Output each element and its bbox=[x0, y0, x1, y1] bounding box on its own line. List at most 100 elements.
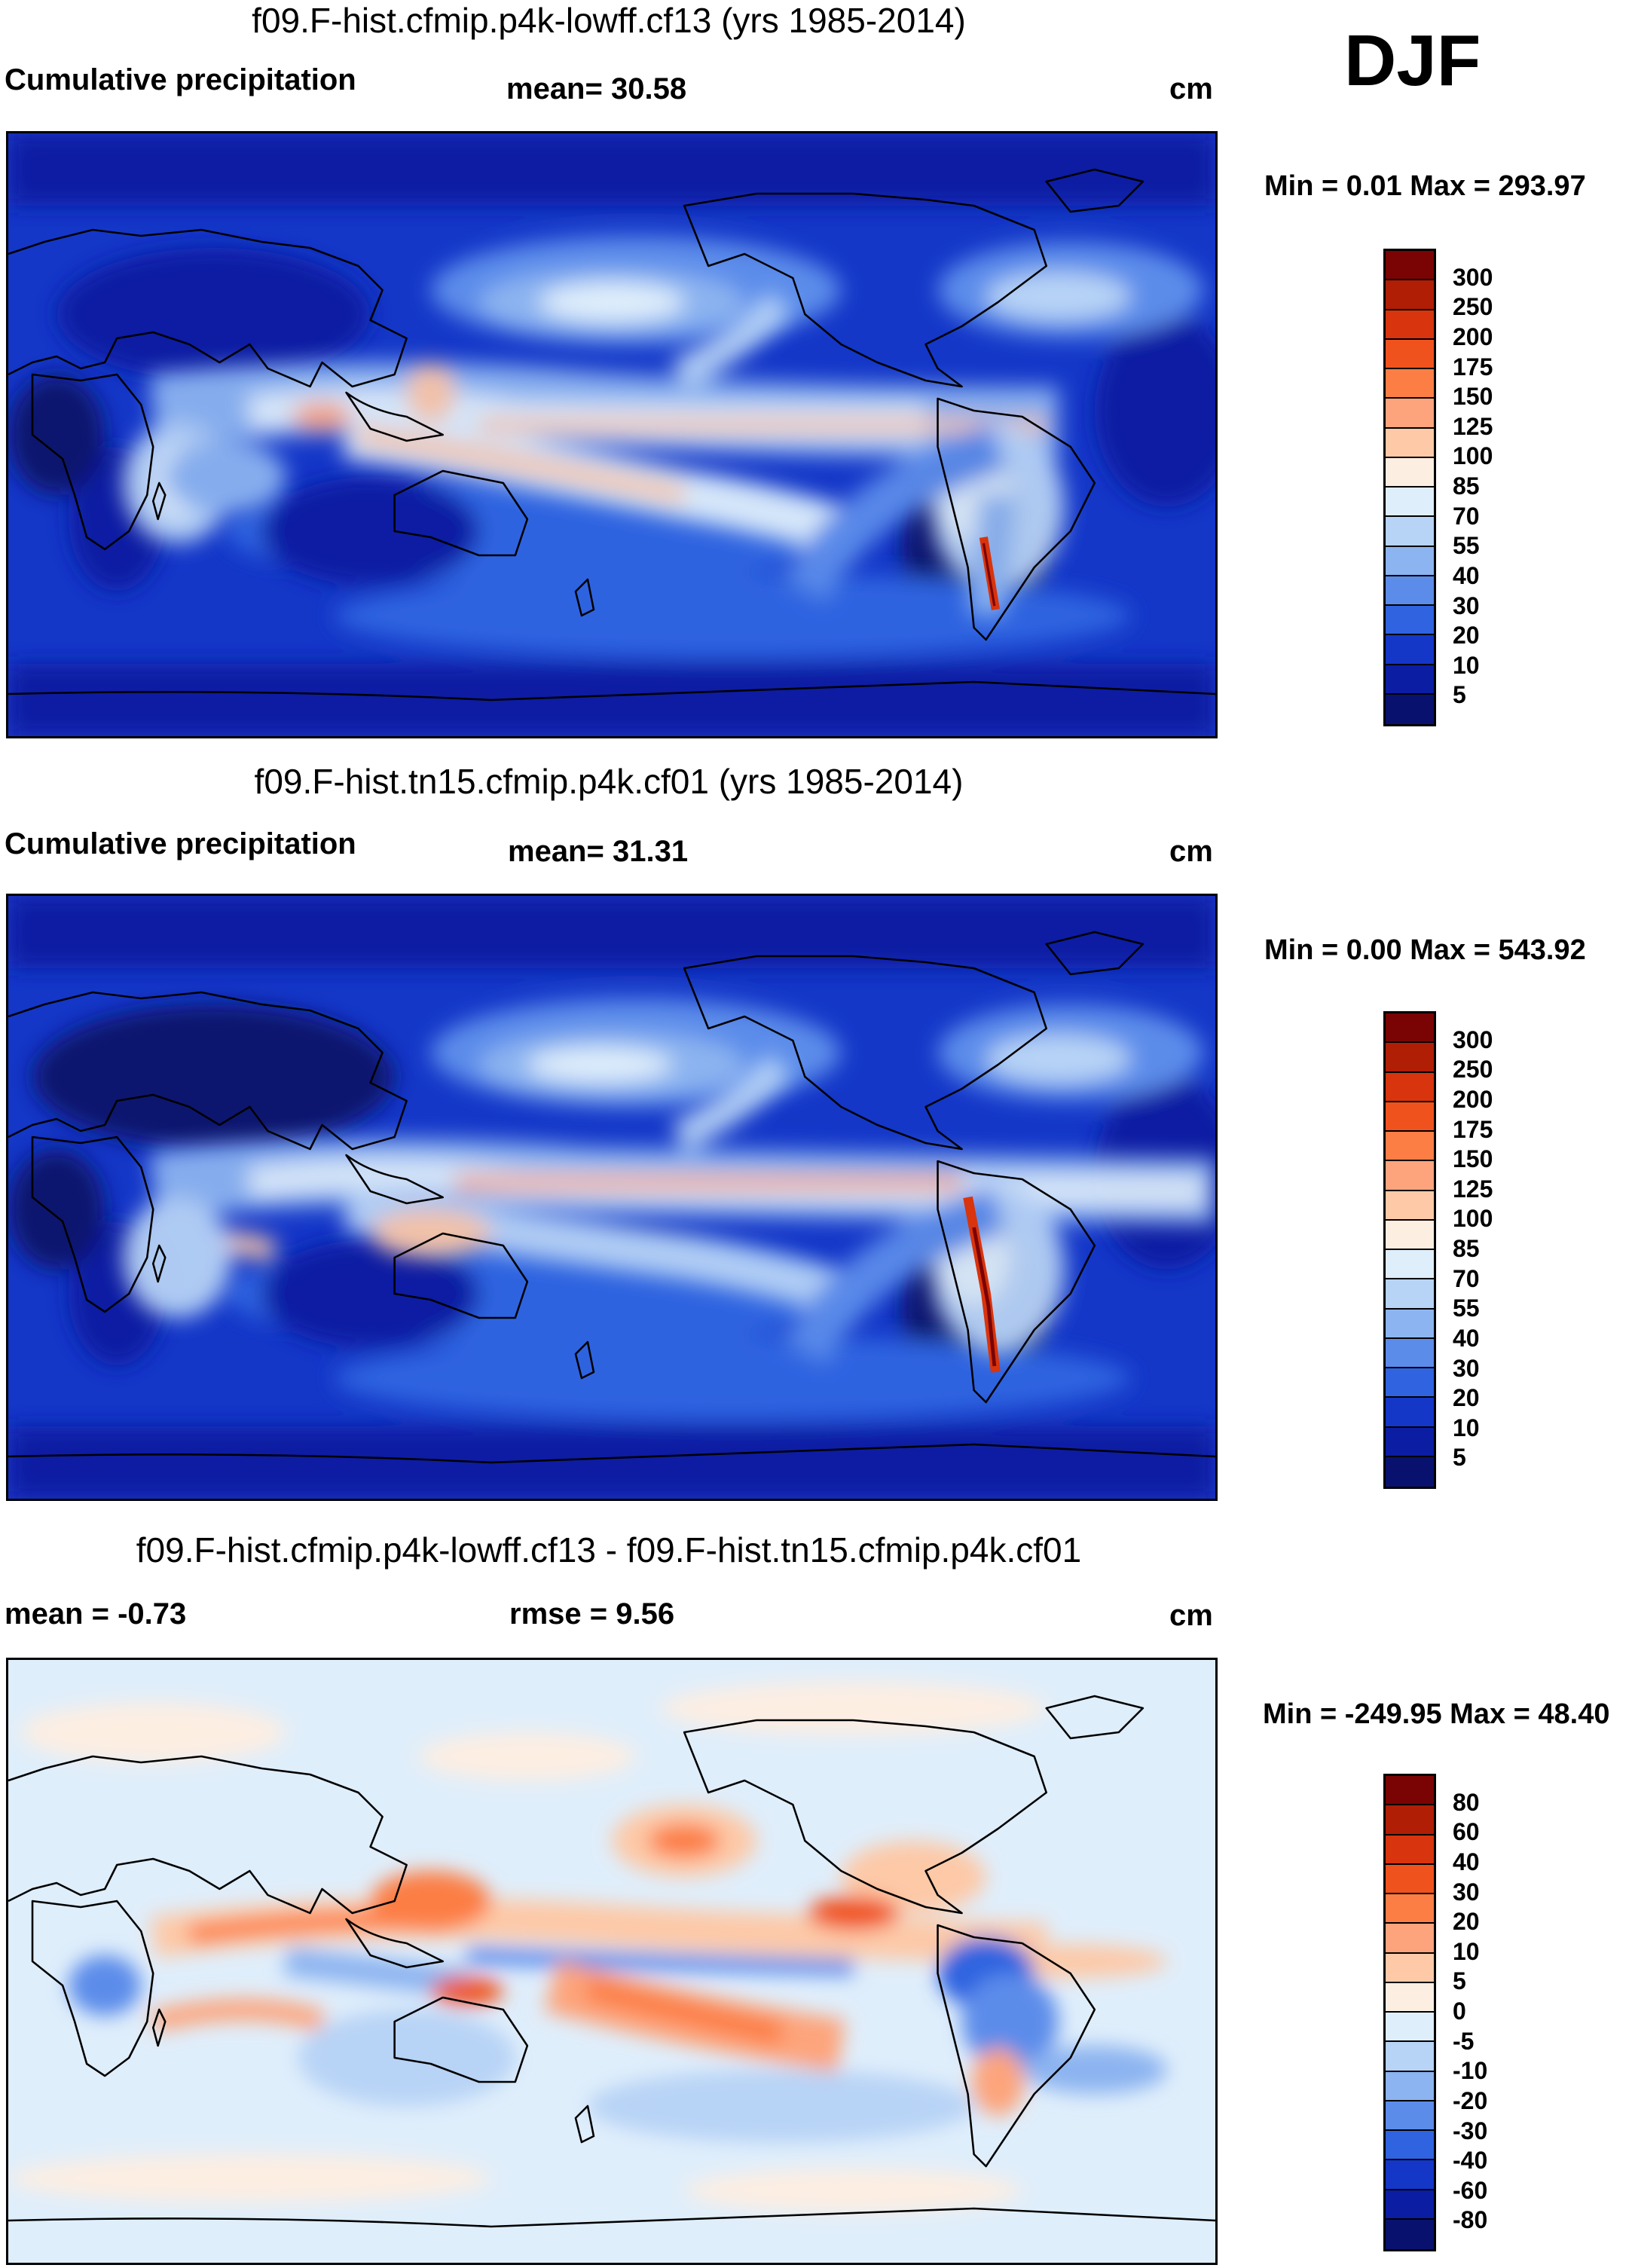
colorbar-tick-label: 30 bbox=[1453, 1878, 1480, 1906]
panel2-mean-label: mean= 31.31 bbox=[508, 835, 689, 868]
panel3-coastlines bbox=[8, 1695, 1215, 2228]
panel3-rmse-label: rmse = 9.56 bbox=[509, 1597, 675, 1631]
panel1-units-label: cm bbox=[1169, 72, 1213, 105]
panel1-map bbox=[6, 131, 1218, 738]
colorbar-swatch bbox=[1386, 339, 1434, 369]
colorbar-tick-label: 40 bbox=[1453, 1848, 1480, 1875]
colorbar-tick-label: 60 bbox=[1453, 1818, 1480, 1846]
colorbar-tick-label: 85 bbox=[1453, 472, 1480, 500]
colorbar-tick-label: 30 bbox=[1453, 1354, 1480, 1382]
panel3-mean-label: mean = -0.73 bbox=[5, 1597, 187, 1631]
panel1-coastlines bbox=[8, 168, 1215, 701]
panel1-mean-label: mean= 30.58 bbox=[506, 72, 687, 105]
colorbar-tick-label: 10 bbox=[1453, 1414, 1480, 1441]
colorbar-swatch bbox=[1386, 369, 1434, 399]
colorbar-tick-label: 125 bbox=[1453, 1175, 1493, 1203]
colorbar-swatch bbox=[1386, 2013, 1434, 2043]
colorbar-swatch bbox=[1386, 1953, 1434, 1983]
colorbar-tick-label: 175 bbox=[1453, 1115, 1493, 1143]
colorbar-swatch bbox=[1386, 2190, 1434, 2220]
panel2-title: f09.F-hist.tn15.cfmip.p4k.cf01 (yrs 1985… bbox=[254, 762, 964, 801]
colorbar-swatch bbox=[1386, 1398, 1434, 1428]
colorbar-swatch bbox=[1386, 1250, 1434, 1280]
colorbar-tick-label: -10 bbox=[1453, 2057, 1488, 2085]
colorbar-tick-label: 0 bbox=[1453, 1997, 1466, 2025]
colorbar-tick-label: 55 bbox=[1453, 532, 1480, 560]
colorbar-swatch bbox=[1386, 1894, 1434, 1924]
season-label: DJF bbox=[1344, 20, 1481, 101]
colorbar-swatch bbox=[1386, 1132, 1434, 1162]
panel2-map bbox=[6, 894, 1218, 1501]
panel3-map-svg bbox=[8, 1660, 1215, 2263]
colorbar-swatch bbox=[1386, 1013, 1434, 1044]
colorbar-swatch bbox=[1386, 606, 1434, 636]
colorbar-swatch bbox=[1386, 2101, 1434, 2131]
colorbar-tick-label: 10 bbox=[1453, 651, 1480, 679]
colorbar-tick-label: 100 bbox=[1453, 1205, 1493, 1233]
colorbar-swatch bbox=[1386, 1220, 1434, 1250]
colorbar-tick-label: 5 bbox=[1453, 1444, 1466, 1472]
panel1-variable-label: Cumulative precipitation bbox=[5, 63, 356, 96]
colorbar-tick-label: 250 bbox=[1453, 1056, 1493, 1084]
colorbar-tick-label: -30 bbox=[1453, 2117, 1488, 2144]
colorbar-swatch bbox=[1386, 1864, 1434, 1894]
colorbar-tick-label: 85 bbox=[1453, 1235, 1480, 1262]
colorbar-swatch bbox=[1386, 1776, 1434, 1806]
colorbar-tick-label: 5 bbox=[1453, 1967, 1466, 1995]
colorbar-swatch bbox=[1386, 694, 1434, 724]
colorbar-tick-label: 150 bbox=[1453, 383, 1493, 411]
colorbar-tick-label: 70 bbox=[1453, 1264, 1480, 1292]
panel3-title: f09.F-hist.cfmip.p4k-lowff.cf13 - f09.F-… bbox=[136, 1530, 1082, 1570]
colorbar-tick-label: 150 bbox=[1453, 1145, 1493, 1173]
colorbar-tick-label: 250 bbox=[1453, 293, 1493, 321]
panel1-title: f09.F-hist.cfmip.p4k-lowff.cf13 (yrs 198… bbox=[252, 1, 966, 40]
colorbar-swatch bbox=[1386, 1924, 1434, 1954]
colorbar-tick-label: 100 bbox=[1453, 442, 1493, 470]
panel1-minmax: Min = 0.01 Max = 293.97 bbox=[1264, 170, 1586, 202]
colorbar-tick-label: 30 bbox=[1453, 591, 1480, 619]
colorbar-swatch bbox=[1386, 1043, 1434, 1073]
colorbar-swatch bbox=[1386, 1309, 1434, 1339]
panel3-units-label: cm bbox=[1169, 1599, 1213, 1632]
colorbar-swatch bbox=[1386, 2219, 1434, 2249]
colorbar-tick-label: -40 bbox=[1453, 2147, 1488, 2175]
panel3-map bbox=[6, 1658, 1218, 2265]
colorbar-swatch bbox=[1386, 517, 1434, 547]
colorbar-tick-label: 20 bbox=[1453, 622, 1480, 650]
colorbar-swatch bbox=[1386, 2131, 1434, 2161]
colorbar-tick-label: 300 bbox=[1453, 1025, 1493, 1053]
panel2-minmax: Min = 0.00 Max = 543.92 bbox=[1264, 934, 1586, 966]
colorbar-tick-label: 300 bbox=[1453, 263, 1493, 291]
colorbar-swatch bbox=[1386, 310, 1434, 340]
colorbar-tick-label: 200 bbox=[1453, 1085, 1493, 1113]
colorbar-tick-label: -60 bbox=[1453, 2176, 1488, 2204]
colorbar-swatch bbox=[1386, 1338, 1434, 1368]
colorbar-swatch bbox=[1386, 1102, 1434, 1132]
colorbar-swatch bbox=[1386, 635, 1434, 665]
colorbar-tick-label: 80 bbox=[1453, 1788, 1480, 1816]
colorbar-tick-label: 125 bbox=[1453, 412, 1493, 440]
colorbar-tick-label: 40 bbox=[1453, 561, 1480, 589]
colorbar-swatch bbox=[1386, 1161, 1434, 1191]
panel3-minmax: Min = -249.95 Max = 48.40 bbox=[1263, 1698, 1610, 1730]
colorbar-tick-label: 70 bbox=[1453, 502, 1480, 530]
colorbar-swatch bbox=[1386, 2071, 1434, 2101]
colorbar-tick-label: 20 bbox=[1453, 1908, 1480, 1936]
colorbar-swatch bbox=[1386, 488, 1434, 518]
colorbar-tick-label: -80 bbox=[1453, 2206, 1488, 2234]
panel2-coastlines bbox=[8, 931, 1215, 1464]
colorbar-swatch bbox=[1386, 1427, 1434, 1457]
colorbar-tick-label: -5 bbox=[1453, 2027, 1475, 2055]
colorbar-swatch bbox=[1386, 2042, 1434, 2072]
colorbar-swatch bbox=[1386, 1835, 1434, 1865]
colorbar-tick-label: 10 bbox=[1453, 1937, 1480, 1965]
colorbar-swatch bbox=[1386, 1456, 1434, 1487]
colorbar-swatch bbox=[1386, 1191, 1434, 1221]
colorbar-tick-label: 5 bbox=[1453, 681, 1466, 709]
panel3-colorbar bbox=[1383, 1774, 1436, 2251]
colorbar-tick-label: 20 bbox=[1453, 1384, 1480, 1412]
colorbar-swatch bbox=[1386, 1368, 1434, 1398]
colorbar-swatch bbox=[1386, 576, 1434, 606]
colorbar-swatch bbox=[1386, 1805, 1434, 1835]
colorbar-swatch bbox=[1386, 428, 1434, 458]
